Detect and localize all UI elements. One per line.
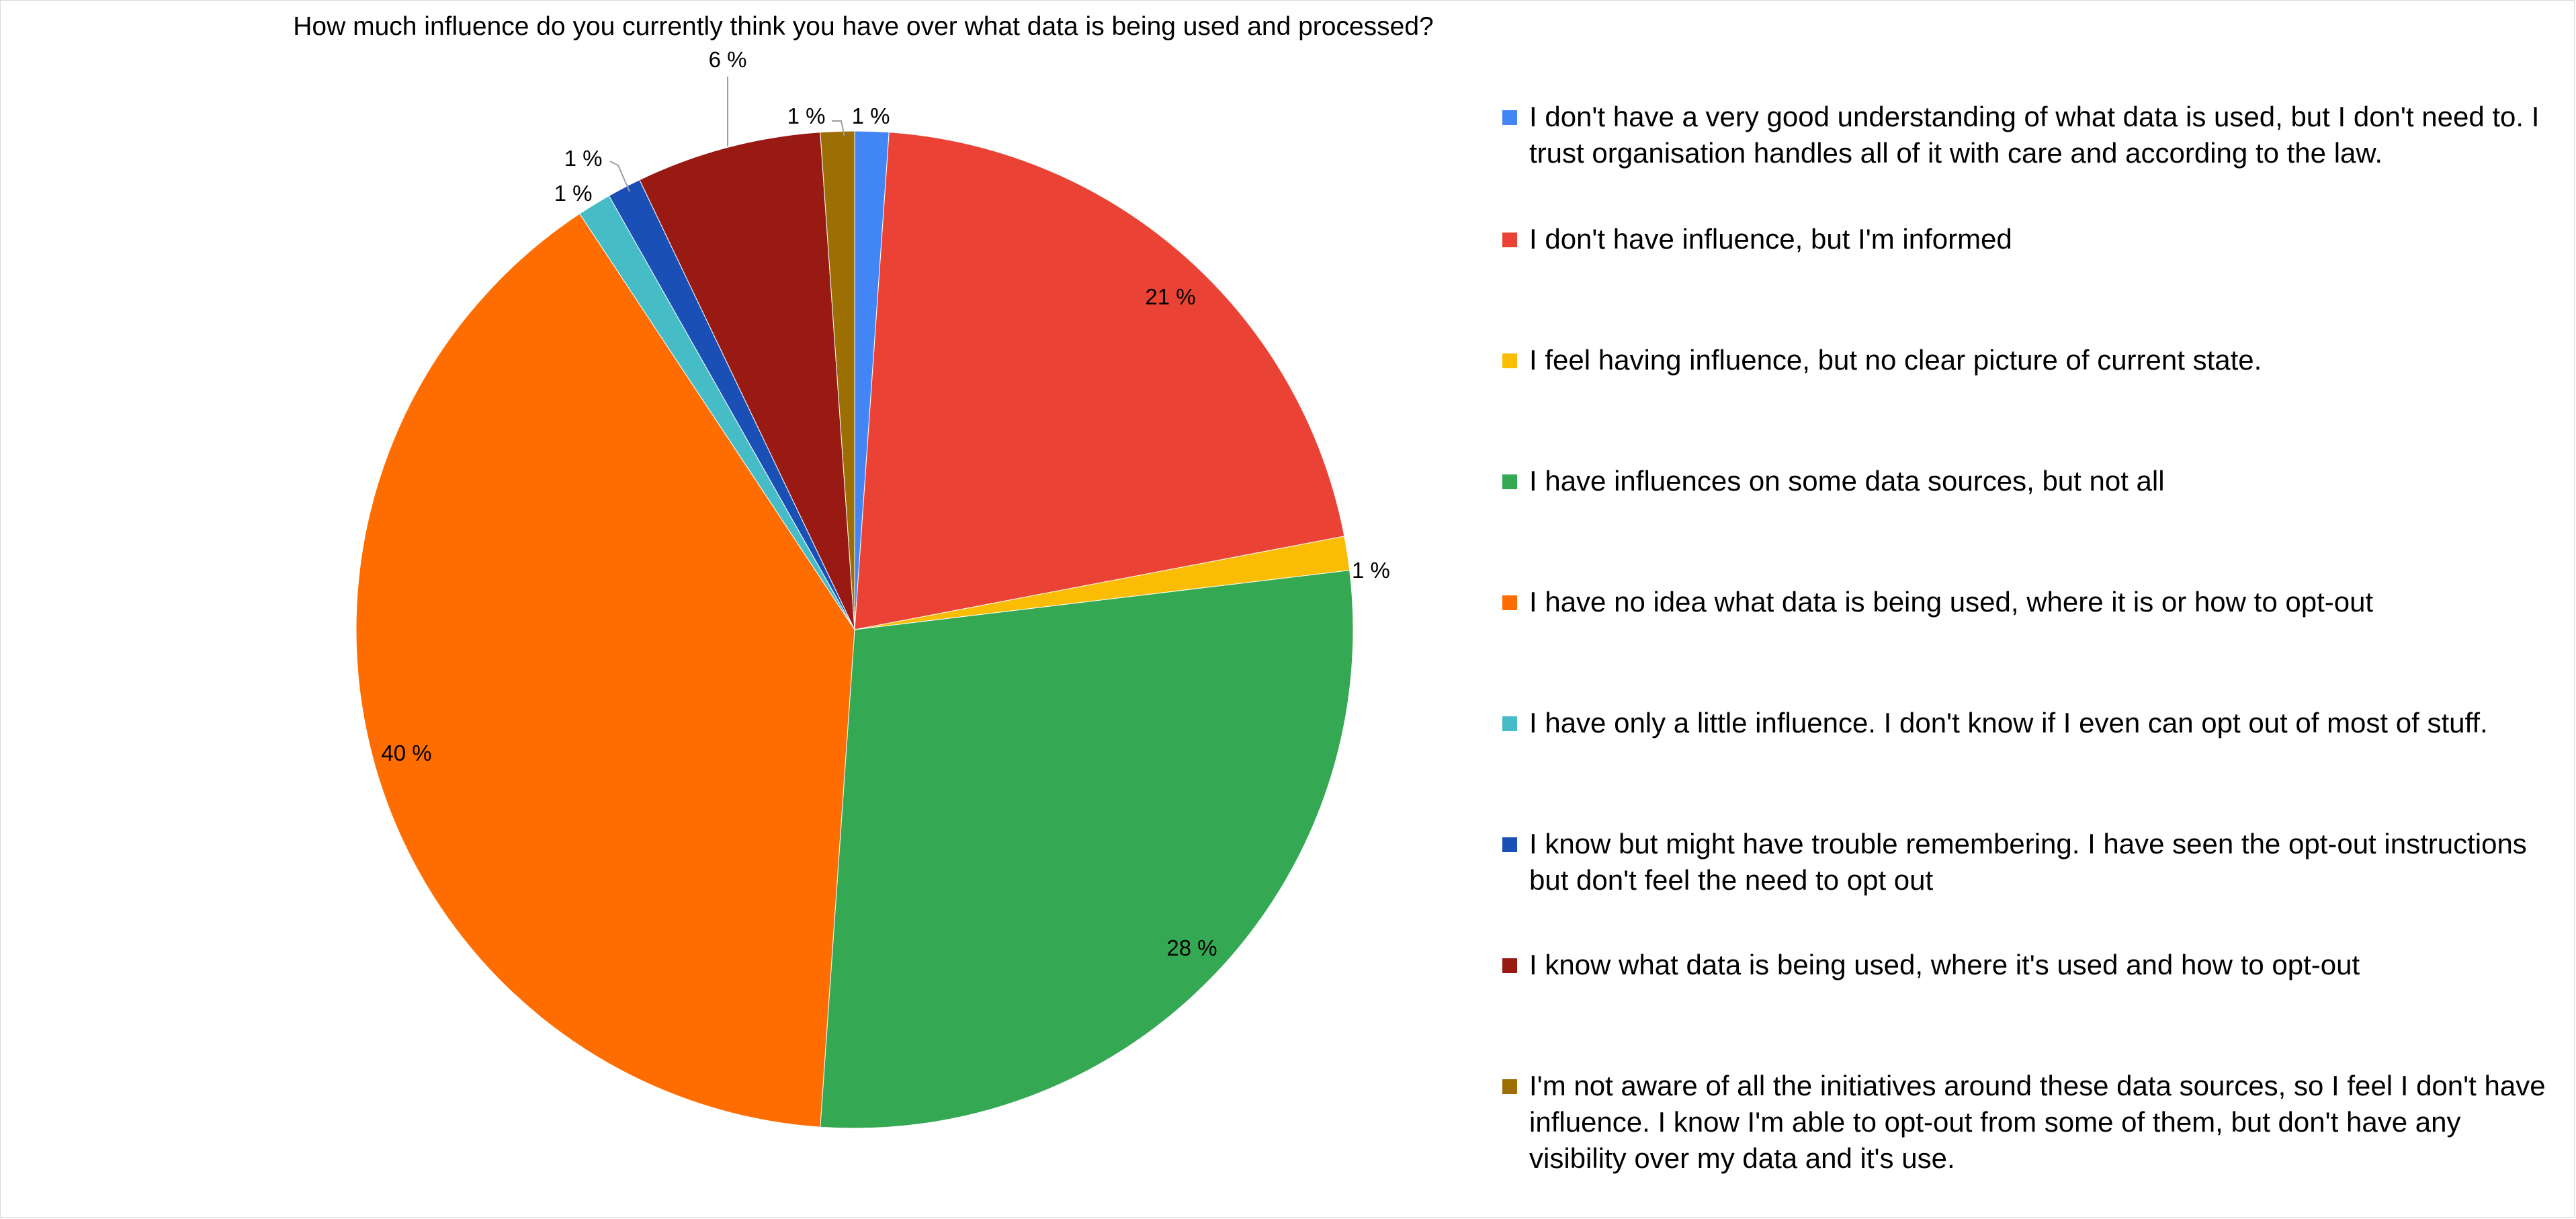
legend-swatch (1502, 958, 1517, 973)
data-label-2: 21 % (1145, 284, 1195, 309)
legend-item-1: I don't have a very good understanding o… (1502, 99, 2564, 171)
data-label-6: 1 % (554, 181, 593, 206)
pie-slice-9 (820, 130, 855, 630)
data-label-4: 28 % (1166, 935, 1217, 960)
pie-slice-5 (355, 213, 855, 1128)
legend-swatch (1502, 595, 1517, 610)
legend-item-9: I'm not aware of all the initiatives aro… (1502, 1068, 2564, 1177)
legend-item-6: I have only a little influence. I don't … (1502, 705, 2564, 741)
pie-slice-4 (820, 570, 1354, 1129)
legend-label: I'm not aware of all the initiatives aro… (1529, 1070, 2546, 1174)
legend-swatch (1502, 837, 1517, 852)
legend-swatch (1502, 110, 1517, 125)
legend-item-4: I have influences on some data sources, … (1502, 463, 2564, 499)
data-label-3: 1 % (1352, 558, 1390, 583)
legend-label: I know what data is being used, where it… (1529, 949, 2360, 980)
legend-item-7: I know but might have trouble rememberin… (1502, 826, 2564, 898)
legend-label: I feel having influence, but no clear pi… (1529, 344, 2262, 376)
legend-item-5: I have no idea what data is being used, … (1502, 584, 2564, 620)
data-label-5: 40 % (381, 741, 431, 765)
pie-slice-2 (854, 132, 1345, 630)
data-label-1: 1 % (852, 103, 890, 128)
pie-slice-8 (639, 132, 855, 630)
legend-label: I don't have influence, but I'm informed (1529, 223, 2012, 255)
leader-line-9 (832, 120, 845, 137)
legend-item-2: I don't have influence, but I'm informed (1502, 221, 2564, 257)
legend-swatch (1502, 1079, 1517, 1094)
data-label-7: 1 % (564, 146, 603, 171)
leader-line-7 (609, 161, 630, 192)
legend-label: I have only a little influence. I don't … (1529, 707, 2488, 739)
legend-swatch (1502, 233, 1517, 247)
legend-swatch (1502, 474, 1517, 489)
legend-label: I have influences on some data sources, … (1529, 465, 2165, 497)
chart-title: How much influence do you currently thin… (293, 12, 1434, 41)
legend-label: I don't have a very good understanding o… (1529, 101, 2540, 169)
legend-swatch (1502, 353, 1517, 368)
legend-item-3: I feel having influence, but no clear pi… (1502, 342, 2564, 378)
data-label-9: 1 % (787, 103, 826, 128)
legend-label: I know but might have trouble rememberin… (1529, 828, 2527, 896)
data-label-8: 6 % (709, 47, 747, 72)
legend-label: I have no idea what data is being used, … (1529, 586, 2374, 618)
legend-swatch (1502, 716, 1517, 731)
legend-item-8: I know what data is being used, where it… (1502, 947, 2564, 983)
